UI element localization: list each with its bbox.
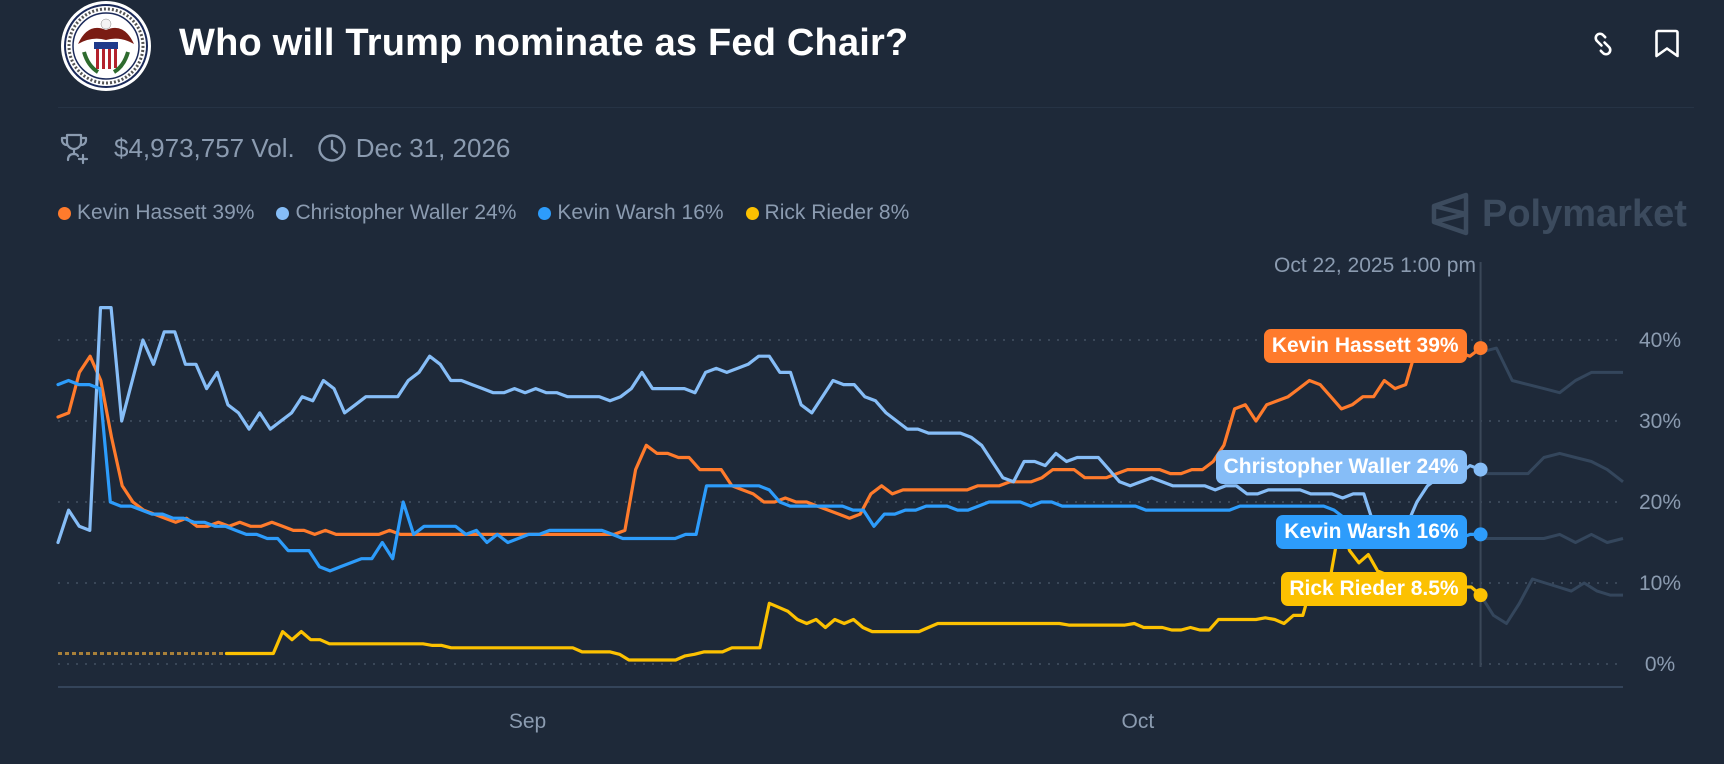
x-tick-label: Sep	[509, 710, 546, 733]
bookmark-button[interactable]	[1649, 26, 1685, 62]
axis: 0% 10% 20% 30% 40% Sep Oct	[58, 262, 1681, 733]
legend-dot	[58, 206, 71, 220]
series-line-rick-rieder	[224, 520, 1483, 662]
after-line-christopher-waller	[1480, 451, 1624, 483]
bookmark-icon	[1655, 29, 1679, 58]
crosshair-marker-christopher-waller	[1473, 462, 1488, 477]
crosshair-markers	[1473, 341, 1488, 603]
copy-link-button[interactable]	[1585, 26, 1621, 62]
crosshair-date: Oct 22, 2025 1:00 pm	[1274, 254, 1476, 277]
market-meta: $4,973,757 Vol. Dec 31, 2026	[58, 128, 510, 168]
volume-text: $4,973,757 Vol.	[114, 132, 295, 163]
series-line-kevin-hassett	[56, 346, 1483, 536]
crosshair-marker-rick-rieder	[1473, 588, 1488, 603]
legend-label: Kevin Warsh 16%	[557, 201, 724, 224]
fed-seal-logo	[58, 0, 154, 92]
crosshair-tag-kevin-warsh: Kevin Warsh 16%	[1276, 515, 1467, 549]
crosshair-tag-rick-rieder: Rick Rieder 8.5%	[1281, 572, 1467, 606]
chart-legend: Kevin Hassett 39% Christopher Waller 24%…	[58, 201, 931, 225]
polymarket-logo-icon	[1431, 192, 1469, 236]
crosshair-marker-kevin-hassett	[1473, 341, 1488, 356]
polymarket-watermark: Polymarket	[1430, 192, 1687, 236]
brand-name: Polymarket	[1482, 192, 1687, 235]
end-date-text: Dec 31, 2026	[355, 132, 511, 163]
series-lines	[56, 306, 1483, 662]
legend-label: Kevin Hassett 39%	[77, 201, 255, 224]
series-line-kevin-warsh	[56, 378, 1483, 573]
crosshair-tag-kevin-hassett: Kevin Hassett 39%	[1263, 329, 1467, 363]
legend-label: Rick Rieder 8%	[764, 201, 910, 224]
fed-seal-icon	[61, 1, 151, 91]
y-tick-label: 20%	[1639, 491, 1681, 514]
clock-icon	[317, 133, 347, 163]
after-line-kevin-warsh	[1480, 532, 1624, 544]
x-tick-label: Oct	[1122, 710, 1155, 733]
legend-item-waller[interactable]: Christopher Waller 24%	[276, 201, 516, 225]
after-crosshair-lines	[1479, 346, 1624, 625]
after-line-kevin-hassett	[1480, 346, 1623, 395]
legend-item-warsh[interactable]: Kevin Warsh 16%	[538, 201, 724, 225]
y-tick-label: 10%	[1639, 572, 1681, 595]
legend-dot	[276, 206, 290, 220]
trophy-icon	[58, 131, 92, 165]
legend-label: Christopher Waller 24%	[295, 201, 517, 224]
crosshair-marker-kevin-warsh	[1473, 527, 1488, 542]
legend-item-rieder[interactable]: Rick Rieder 8%	[745, 201, 910, 225]
market-title: Who will Trump nominate as Fed Chair?	[179, 22, 909, 64]
y-tick-label: 40%	[1639, 329, 1681, 352]
after-line-rick-rieder	[1479, 577, 1623, 625]
header-divider	[58, 107, 1694, 108]
y-tick-label: 30%	[1639, 410, 1681, 433]
legend-dot	[538, 206, 552, 220]
legend-item-hassett[interactable]: Kevin Hassett 39%	[58, 201, 254, 225]
link-icon	[1594, 32, 1612, 56]
crosshair-tag-christopher-waller: Christopher Waller 24%	[1215, 450, 1467, 484]
y-tick-label: 0%	[1645, 653, 1675, 676]
legend-dot	[745, 206, 759, 220]
gridlines	[58, 339, 1623, 665]
market-header: Who will Trump nominate as Fed Chair?	[58, 0, 1694, 107]
series-line-christopher-waller	[56, 306, 1483, 545]
